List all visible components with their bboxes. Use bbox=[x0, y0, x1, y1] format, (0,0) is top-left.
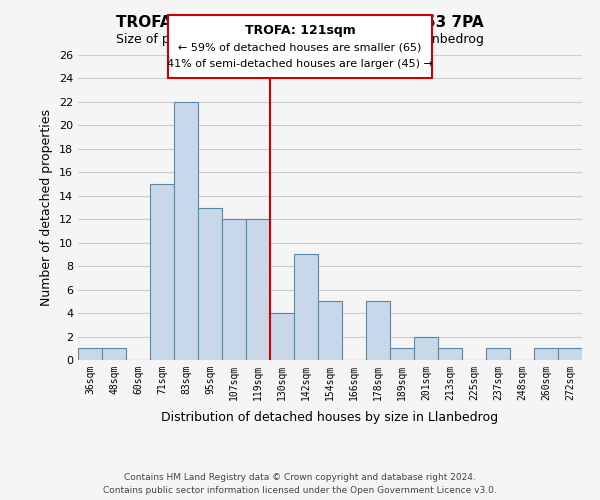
Bar bbox=[294, 254, 318, 360]
Text: TROFA: 121sqm: TROFA: 121sqm bbox=[245, 24, 355, 37]
Y-axis label: Number of detached properties: Number of detached properties bbox=[40, 109, 53, 306]
Bar bbox=[150, 184, 174, 360]
Bar bbox=[246, 219, 270, 360]
Text: Contains HM Land Registry data © Crown copyright and database right 2024.: Contains HM Land Registry data © Crown c… bbox=[124, 474, 476, 482]
Text: Size of property relative to detached houses in Llanbedrog: Size of property relative to detached ho… bbox=[116, 32, 484, 46]
Bar bbox=[222, 219, 246, 360]
Bar bbox=[390, 348, 414, 360]
Bar bbox=[486, 348, 510, 360]
Bar bbox=[558, 348, 582, 360]
Bar bbox=[270, 313, 294, 360]
Text: Contains public sector information licensed under the Open Government Licence v3: Contains public sector information licen… bbox=[103, 486, 497, 495]
Bar bbox=[414, 336, 438, 360]
Text: ← 59% of detached houses are smaller (65): ← 59% of detached houses are smaller (65… bbox=[178, 42, 422, 52]
X-axis label: Distribution of detached houses by size in Llanbedrog: Distribution of detached houses by size … bbox=[161, 411, 499, 424]
Text: TROFA, LLANBEDROG, PWLLHELI, LL53 7PA: TROFA, LLANBEDROG, PWLLHELI, LL53 7PA bbox=[116, 15, 484, 30]
Bar bbox=[318, 302, 342, 360]
Bar bbox=[198, 208, 222, 360]
Text: 41% of semi-detached houses are larger (45) →: 41% of semi-detached houses are larger (… bbox=[167, 59, 433, 69]
Bar bbox=[78, 348, 102, 360]
Bar bbox=[102, 348, 126, 360]
Bar bbox=[366, 302, 390, 360]
Bar bbox=[438, 348, 462, 360]
Bar bbox=[174, 102, 198, 360]
Bar bbox=[534, 348, 558, 360]
